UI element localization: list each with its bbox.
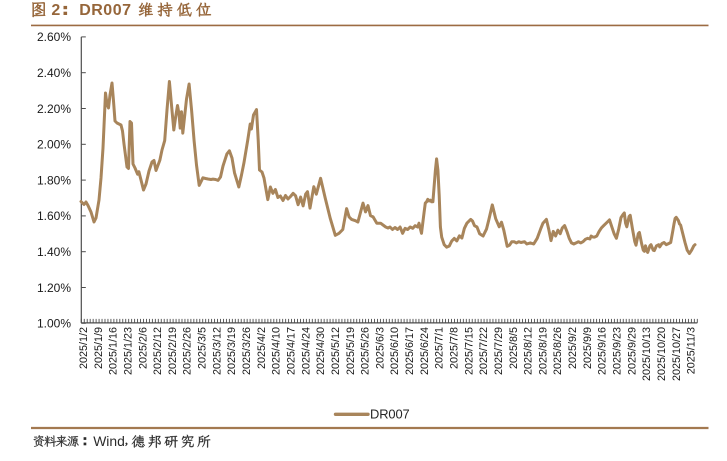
svg-text:2025/4/2: 2025/4/2 <box>256 327 268 369</box>
svg-text:2025/9/29: 2025/9/29 <box>626 327 638 375</box>
svg-text:2025/6/24: 2025/6/24 <box>419 327 431 375</box>
svg-text:2025/4/10: 2025/4/10 <box>271 327 283 375</box>
svg-text:2025/2/19: 2025/2/19 <box>167 327 179 375</box>
svg-text:2025/7/1: 2025/7/1 <box>434 327 446 369</box>
svg-text:2025/6/17: 2025/6/17 <box>404 327 416 375</box>
svg-text:2025/8/12: 2025/8/12 <box>523 327 535 375</box>
svg-text:2025/4/17: 2025/4/17 <box>286 327 298 375</box>
svg-text:2025/8/5: 2025/8/5 <box>508 327 520 369</box>
svg-text:1.20%: 1.20% <box>37 281 71 295</box>
svg-text:2.40%: 2.40% <box>37 66 71 80</box>
svg-text:2025/9/9: 2025/9/9 <box>582 327 594 369</box>
svg-text:2025/7/29: 2025/7/29 <box>493 327 505 375</box>
svg-text:2025/4/30: 2025/4/30 <box>315 327 327 375</box>
svg-text:2025/2/26: 2025/2/26 <box>182 327 194 375</box>
svg-text:2025/1/16: 2025/1/16 <box>108 327 120 375</box>
svg-text:2025/3/5: 2025/3/5 <box>197 327 209 369</box>
svg-text:2.60%: 2.60% <box>37 30 71 44</box>
svg-text:2025/2/12: 2025/2/12 <box>152 327 164 375</box>
svg-text:2025/10/27: 2025/10/27 <box>671 327 683 381</box>
svg-text:2: 2 <box>51 2 60 19</box>
svg-text:2025/3/19: 2025/3/19 <box>226 327 238 375</box>
svg-text:DR007: DR007 <box>370 407 410 422</box>
svg-text:2025/9/16: 2025/9/16 <box>597 327 609 375</box>
svg-text:2.20%: 2.20% <box>37 102 71 116</box>
svg-text:2025/10/13: 2025/10/13 <box>641 327 653 381</box>
svg-text:2025/8/19: 2025/8/19 <box>537 327 549 375</box>
svg-text:2025/1/9: 2025/1/9 <box>93 327 105 369</box>
svg-text:2025/9/2: 2025/9/2 <box>567 327 579 369</box>
svg-text:2025/6/10: 2025/6/10 <box>389 327 401 375</box>
svg-text:2025/7/8: 2025/7/8 <box>449 327 461 369</box>
svg-text:1.80%: 1.80% <box>37 173 71 187</box>
svg-text:2025/5/12: 2025/5/12 <box>330 327 342 375</box>
svg-text:2025/3/26: 2025/3/26 <box>241 327 253 375</box>
svg-text:2025/8/26: 2025/8/26 <box>552 327 564 375</box>
svg-text:2025/5/19: 2025/5/19 <box>345 327 357 375</box>
svg-text:1.00%: 1.00% <box>37 317 71 331</box>
svg-text:Wind: Wind <box>93 433 125 449</box>
svg-text:2025/11/3: 2025/11/3 <box>686 327 698 374</box>
svg-text:2025/6/3: 2025/6/3 <box>374 327 386 369</box>
svg-text:2025/3/12: 2025/3/12 <box>211 327 223 375</box>
svg-text:DR007: DR007 <box>79 2 131 19</box>
svg-text:2.00%: 2.00% <box>37 138 71 152</box>
svg-text:2025/10/20: 2025/10/20 <box>656 327 668 381</box>
svg-text:2025/7/15: 2025/7/15 <box>463 327 475 375</box>
svg-text:2025/4/24: 2025/4/24 <box>300 327 312 375</box>
svg-text:2025/5/26: 2025/5/26 <box>360 327 372 375</box>
svg-text:1.40%: 1.40% <box>37 245 71 259</box>
svg-text:1.60%: 1.60% <box>37 209 71 223</box>
svg-text:2025/1/23: 2025/1/23 <box>123 327 135 375</box>
svg-text:2025/1/2: 2025/1/2 <box>78 327 90 369</box>
svg-text:2025/9/23: 2025/9/23 <box>612 327 624 375</box>
svg-text:2025/2/6: 2025/2/6 <box>137 327 149 369</box>
svg-text:2025/7/22: 2025/7/22 <box>478 327 490 375</box>
